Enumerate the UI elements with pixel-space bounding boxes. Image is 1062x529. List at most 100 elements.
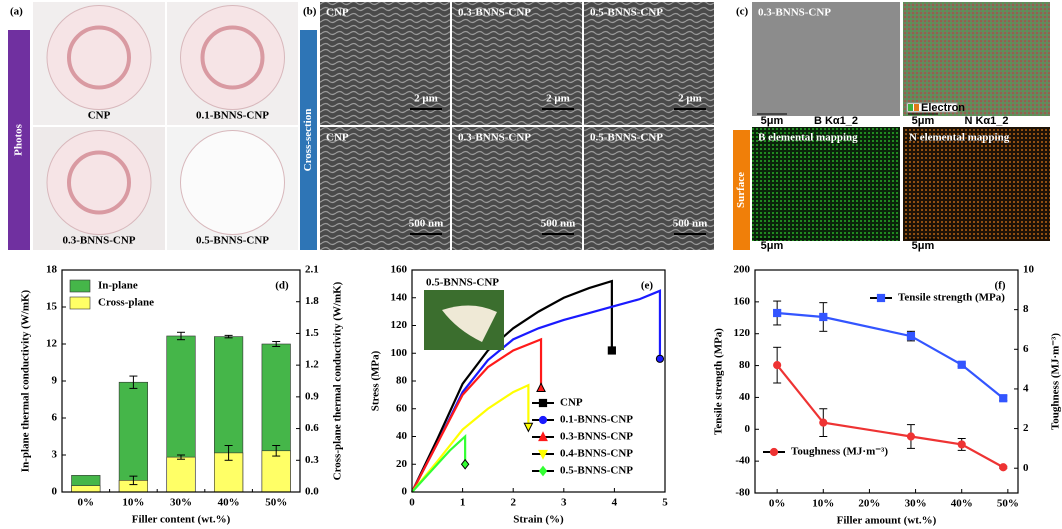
panel-letter: (e) (641, 280, 654, 292)
x-tick-label: 30% (170, 497, 192, 509)
y-tick-label: 15 (46, 301, 58, 313)
y2-tick-label: 0.0 (305, 486, 319, 498)
y-tick-label: 3 (52, 449, 58, 461)
sample-disc (47, 131, 151, 235)
y2-tick-label: 1.2 (305, 359, 319, 371)
photo-label: 0.1-BNNS-CNP (196, 110, 269, 122)
y2-tick-label: 0.9 (305, 390, 319, 402)
y-tick-label: 6 (52, 412, 58, 424)
y-tick-label: 60 (396, 402, 408, 414)
y2-tick-label: 0.6 (305, 422, 319, 434)
x-axis-title: Strain (%) (513, 514, 564, 526)
scale-label: 2 μm (414, 93, 438, 105)
legend-label: 0.3-BNNS-CNP (560, 431, 633, 443)
legend-label: In-plane (98, 280, 138, 292)
marker (524, 423, 532, 431)
bar (72, 486, 101, 492)
y2-tick-label: 2.1 (305, 264, 319, 276)
sample-disc (181, 6, 285, 110)
key-label: Electron (921, 102, 965, 114)
y-tick-label: 140 (391, 291, 408, 303)
y-tick-label: 120 (734, 327, 751, 339)
x-tick-label: 50% (997, 498, 1019, 510)
image-label: CNP (326, 132, 349, 144)
y-tick-label: 40 (739, 391, 751, 403)
y-tick-label: 0 (52, 486, 58, 498)
y2-tick-label: 2 (1023, 422, 1029, 434)
y-axis-title: In-plane thermal conductivity (W/mK) (20, 289, 32, 472)
legend-swatch (70, 280, 90, 292)
scale-label: 5μm (761, 115, 784, 127)
side-label: Surface (735, 172, 747, 208)
marker (774, 309, 781, 316)
y-tick-label: 18 (46, 264, 58, 276)
bar (262, 451, 291, 492)
legend-label: Toughness (MJ·m⁻³) (791, 446, 888, 458)
image (752, 127, 900, 250)
x-tick-label: 5 (662, 497, 668, 509)
x-tick-label: 0% (78, 497, 95, 509)
marker (608, 347, 615, 354)
x-tick-label: 3 (561, 497, 567, 509)
photo-label: CNP (88, 110, 111, 122)
marker (774, 362, 781, 369)
figure: (a)PhotosCNP0.1-BNNS-CNP0.3-BNNS-CNP0.5-… (0, 0, 1062, 529)
legend-label: 0.5-BNNS-CNP (560, 465, 633, 477)
marker (770, 448, 777, 455)
y-tick-label: 120 (391, 319, 408, 331)
y2-tick-label: 0 (1023, 462, 1029, 474)
legend-swatch (70, 297, 90, 309)
y-tick-label: 80 (739, 359, 751, 371)
scale-label: 2 μm (678, 93, 702, 105)
sample-disc (181, 131, 285, 235)
legend-label: 0.4-BNNS-CNP (560, 448, 633, 460)
x-tick-label: 40% (218, 497, 240, 509)
image-label: CNP (326, 7, 349, 19)
image-label: B elemental mapping (758, 132, 858, 144)
marker (537, 383, 545, 391)
image-label: 0.5-BNNS-CNP (590, 132, 663, 144)
y-tick-label: 0 (402, 486, 408, 498)
y2-tick-label: 6 (1023, 343, 1029, 355)
y-axis-title: Stress (MPa) (370, 350, 382, 411)
image (452, 2, 582, 125)
marker (877, 294, 884, 301)
x-axis-title: Filler amount (wt.%) (837, 515, 937, 527)
image (584, 127, 714, 250)
x-tick-label: 4 (612, 497, 618, 509)
marker (1000, 464, 1007, 471)
scale-label: 500 nm (409, 218, 444, 230)
scale-label: 2 μm (546, 93, 570, 105)
bar (167, 457, 196, 492)
marker (656, 355, 663, 362)
y2-tick-label: 10 (1023, 264, 1035, 276)
y-axis-title: Tensile strength (MPa) (713, 328, 725, 435)
marker (958, 361, 965, 368)
x-tick-label: 0% (769, 498, 786, 510)
marker (462, 460, 469, 469)
y2-tick-label: 1.5 (305, 327, 319, 339)
x-tick-label: 30% (905, 498, 927, 510)
y-tick-label: 0 (745, 423, 751, 435)
y-tick-label: 160 (734, 295, 751, 307)
bar (119, 382, 148, 492)
image (584, 2, 714, 125)
legend-label: 0.1-BNNS-CNP (560, 414, 633, 426)
x-tick-label: 2 (510, 497, 516, 509)
marker (958, 441, 965, 448)
photo-label: 0.5-BNNS-CNP (196, 235, 269, 247)
image (903, 127, 1050, 250)
photo-label: 0.3-BNNS-CNP (62, 235, 135, 247)
side-label: Cross-section (302, 109, 314, 172)
image-label: 0.3-BNNS-CNP (758, 7, 831, 19)
y2-tick-label: 4 (1023, 382, 1029, 394)
y-tick-label: 160 (391, 264, 408, 276)
panel-letter: (d) (275, 280, 289, 292)
marker (907, 333, 914, 340)
x-tick-label: 40% (951, 498, 973, 510)
x-tick-label: 10% (122, 497, 144, 509)
x-tick-label: 50% (265, 497, 287, 509)
key-swatch (908, 104, 913, 111)
x-axis-title: Filler content (wt.%) (132, 514, 231, 526)
line (412, 385, 528, 492)
